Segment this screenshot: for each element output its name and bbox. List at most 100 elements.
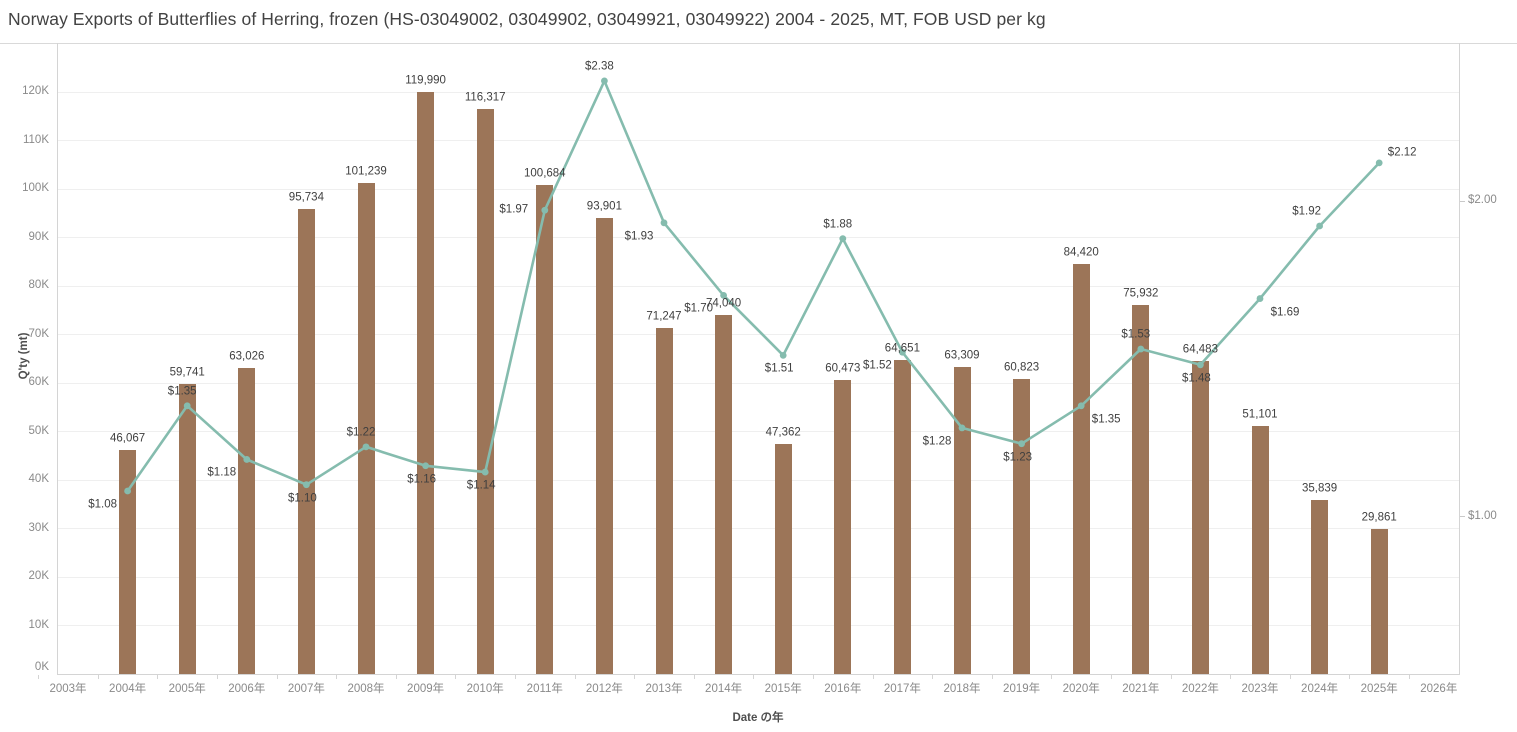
bar-value-label: 100,684 [524, 167, 566, 180]
x-axis-tick-label: 2006年 [228, 683, 266, 695]
x-axis-tick-mark [813, 675, 814, 679]
bar[interactable] [1251, 425, 1269, 674]
x-axis-tick-label: 2007年 [287, 683, 325, 695]
bar-value-label: 47,362 [765, 426, 801, 439]
right-axis-tick-mark [1460, 200, 1465, 202]
price-value-label: $1.10 [288, 492, 317, 505]
x-axis-tick-mark [276, 675, 278, 679]
price-value-label: $1.48 [1182, 372, 1211, 385]
price-value-label: $2.12 [1387, 146, 1417, 159]
y-axis-tick-label: 80K [28, 279, 49, 292]
qty-gridline [57, 237, 1459, 239]
bar[interactable] [178, 384, 196, 674]
right-axis-tick-label: $2.00 [1468, 194, 1497, 207]
bar[interactable] [655, 328, 673, 674]
right-axis-tick-label: $1.00 [1468, 509, 1497, 522]
x-axis-tick-mark [157, 675, 159, 679]
x-axis-tick-label: 2012年 [585, 683, 623, 695]
y-axis-tick-label: 10K [28, 618, 49, 631]
price-value-label: $1.35 [167, 385, 197, 398]
x-axis-tick-mark [395, 675, 397, 679]
x-axis-tick-mark [1170, 675, 1172, 679]
x-axis-tick-label: 2008年 [347, 683, 385, 695]
x-axis-tick-mark [574, 675, 576, 679]
qty-gridline [57, 625, 1459, 627]
line-marker[interactable] [1256, 295, 1264, 302]
price-value-label: $1.23 [1003, 451, 1032, 464]
x-axis-tick-mark [1289, 675, 1291, 679]
bar[interactable] [417, 91, 435, 674]
price-value-label: $1.53 [1121, 328, 1151, 341]
bar[interactable] [536, 185, 554, 674]
qty-gridline [57, 285, 1459, 287]
price-value-label: $1.88 [823, 218, 853, 231]
bar-value-label: 35,839 [1302, 482, 1338, 495]
x-axis-title: Date の年 [732, 712, 784, 724]
y-axis-tick-label: 60K [28, 376, 49, 389]
y-axis-tick-label: 90K [28, 230, 49, 243]
x-axis-tick-mark [1349, 675, 1351, 679]
x-axis-tick-label: 2025年 [1360, 683, 1398, 695]
bar[interactable] [715, 314, 733, 674]
qty-gridline [57, 140, 1459, 142]
bar[interactable] [238, 368, 256, 674]
right-axis-tick-mark [1460, 516, 1465, 518]
qty-gridline [57, 334, 1459, 336]
line-marker[interactable] [660, 219, 668, 227]
bar[interactable] [893, 360, 911, 674]
x-axis-tick-label: 2017年 [883, 683, 921, 695]
x-axis-tick-mark [872, 675, 874, 679]
y-axis-tick-label: 120K [22, 85, 49, 98]
bar[interactable] [1013, 378, 1031, 674]
x-axis-tick-label: 2015年 [764, 683, 802, 695]
bar[interactable] [119, 450, 137, 674]
bar-value-label: 74,040 [706, 297, 742, 310]
bar-value-label: 75,932 [1123, 287, 1159, 300]
qty-gridline [57, 528, 1459, 530]
x-axis-tick-label: 2021年 [1122, 683, 1160, 695]
qty-gridline [57, 479, 1459, 481]
x-axis-tick-mark [455, 675, 457, 679]
price-value-label: $2.38 [585, 60, 614, 73]
x-axis-tick-label: 2022年 [1181, 683, 1219, 695]
bar[interactable] [297, 209, 315, 674]
bar[interactable] [476, 109, 494, 674]
x-axis-tick-mark [38, 675, 40, 679]
x-axis-tick-mark [97, 675, 99, 679]
bar[interactable] [834, 380, 852, 674]
line-marker[interactable] [1316, 222, 1323, 230]
title-divider [0, 43, 1517, 44]
x-axis-tick-label: 2011年 [526, 683, 563, 695]
bar[interactable] [1311, 500, 1329, 674]
bar[interactable] [1072, 264, 1090, 674]
x-axis-tick-mark [515, 675, 516, 679]
x-axis-tick-label: 2013年 [645, 683, 683, 695]
bottom-axis-line [57, 674, 1460, 675]
qty-gridline [57, 91, 1459, 93]
price-value-label: $1.14 [466, 479, 496, 492]
y-axis-tick-label: 100K [22, 182, 49, 195]
right-axis-line [1459, 43, 1460, 674]
x-axis-tick-label: 2004年 [109, 683, 147, 695]
price-value-label: $1.93 [624, 230, 654, 243]
line-marker[interactable] [779, 351, 787, 359]
x-axis-tick-label: 2024年 [1301, 683, 1339, 695]
bar-value-label: 84,420 [1063, 246, 1099, 259]
price-value-label: $1.35 [1091, 413, 1121, 426]
bar[interactable] [774, 444, 792, 674]
bar-value-label: 101,239 [345, 165, 387, 178]
x-axis-tick-mark [693, 675, 695, 679]
x-axis-tick-mark [217, 675, 218, 679]
price-value-label: $1.97 [499, 203, 529, 216]
bar[interactable] [953, 366, 971, 674]
bar[interactable] [595, 218, 613, 674]
qty-gridline [57, 188, 1459, 190]
x-axis-tick-mark [932, 675, 934, 679]
bar[interactable] [1132, 305, 1150, 674]
y-axis-tick-label: 40K [28, 473, 49, 486]
bar[interactable] [1370, 529, 1388, 674]
line-marker[interactable] [1375, 159, 1383, 167]
line-marker[interactable] [601, 77, 608, 85]
bar[interactable] [1191, 361, 1209, 674]
